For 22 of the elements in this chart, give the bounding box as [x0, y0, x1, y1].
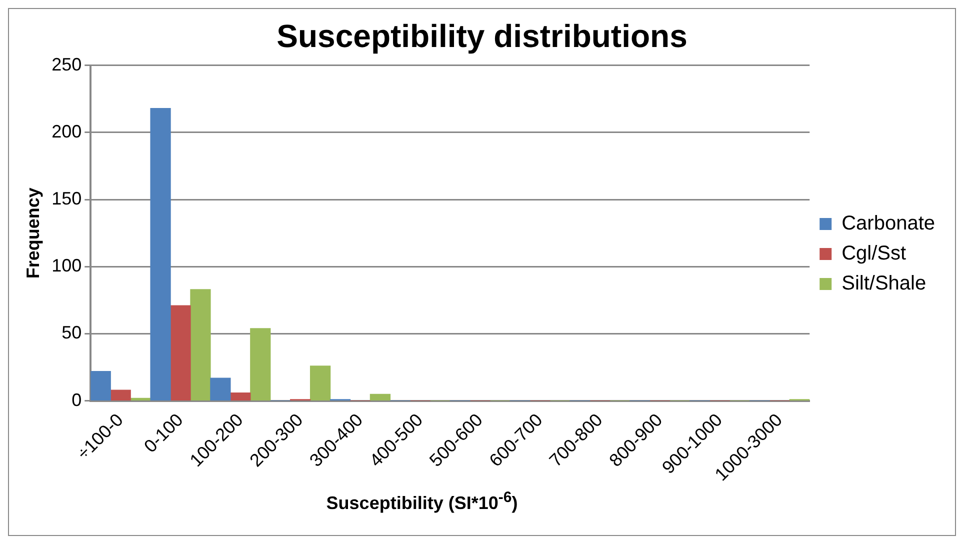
- y-tick-label: 150: [52, 188, 82, 209]
- legend-label: Silt/Shale: [842, 272, 926, 295]
- bar: [250, 328, 271, 400]
- bar: [310, 366, 331, 400]
- legend-label: Carbonate: [842, 212, 936, 235]
- bar: [150, 108, 171, 400]
- bar: [190, 289, 211, 400]
- x-axis-title: Susceptibility (SI*10$^{-6}$): [325, 489, 519, 514]
- y-axis-title: Frequency: [22, 188, 43, 279]
- bar: [90, 371, 111, 400]
- chart-title: Susceptibility distributions: [276, 18, 688, 54]
- bar: [230, 392, 251, 400]
- bar: [170, 305, 191, 400]
- y-tick-label: 100: [52, 256, 82, 276]
- y-tick-label: 250: [52, 54, 82, 74]
- y-tick-label: 200: [52, 121, 82, 142]
- y-tick-label: 50: [62, 322, 82, 343]
- bar: [110, 390, 131, 400]
- bar: [370, 394, 391, 400]
- y-tick-label: 0: [72, 390, 82, 410]
- bar: [210, 378, 231, 400]
- legend-label: Cgl/Sst: [842, 242, 907, 265]
